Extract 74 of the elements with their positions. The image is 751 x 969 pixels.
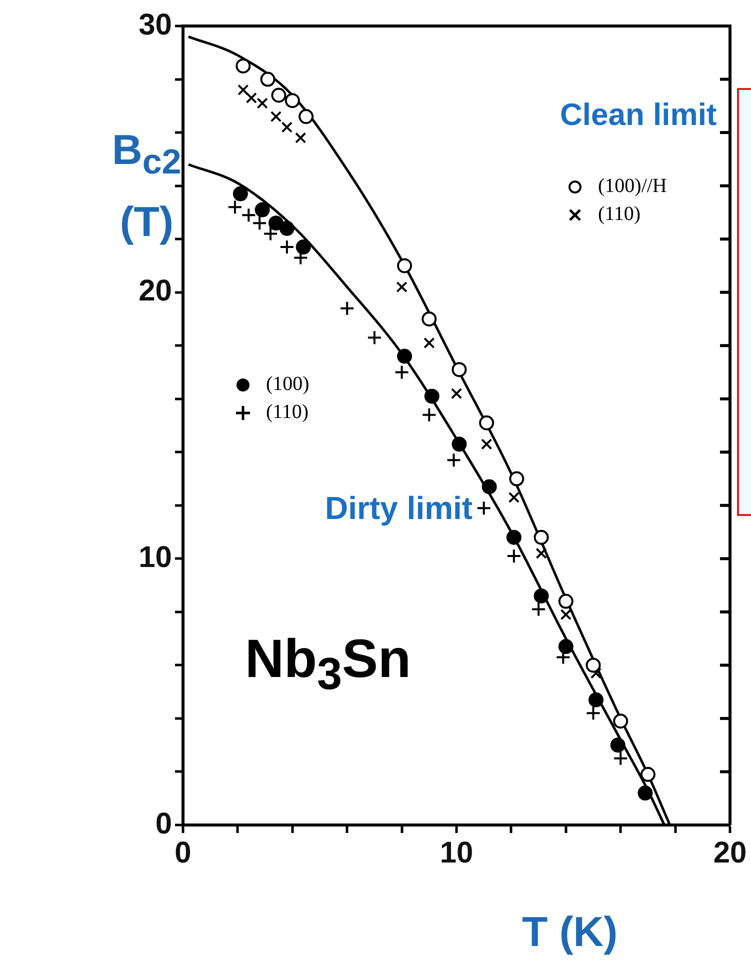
point <box>227 200 242 215</box>
point <box>241 208 256 223</box>
point <box>446 452 462 468</box>
point <box>281 122 293 133</box>
point <box>295 132 306 144</box>
point <box>586 706 601 721</box>
point <box>452 362 467 378</box>
point <box>638 786 653 801</box>
point <box>531 602 546 617</box>
point <box>534 530 549 545</box>
point <box>298 109 314 124</box>
point <box>366 330 382 346</box>
legend-label: (100) <box>266 373 310 395</box>
point <box>640 766 656 782</box>
point <box>270 110 282 122</box>
point <box>479 415 494 430</box>
y-tick-label: 0 <box>155 807 172 840</box>
point <box>586 658 601 673</box>
point <box>340 300 355 316</box>
point <box>480 438 492 450</box>
point <box>397 348 412 364</box>
point <box>422 407 437 422</box>
point <box>613 714 628 729</box>
y-tick-label: 10 <box>138 540 172 574</box>
annotation: Clean limit <box>560 97 717 133</box>
point <box>452 436 467 452</box>
legend-label: (110) <box>598 203 641 225</box>
point <box>263 226 278 242</box>
point <box>252 216 268 231</box>
point <box>238 84 249 96</box>
point <box>534 588 549 604</box>
point <box>610 738 626 753</box>
x-axis-title: T (K) <box>522 908 618 956</box>
point <box>506 548 522 564</box>
point <box>482 479 497 494</box>
point <box>279 220 294 236</box>
point <box>260 72 276 87</box>
point <box>424 388 440 404</box>
point <box>450 388 462 400</box>
point <box>256 98 268 109</box>
y-axis-title: B$_{c2}$ (T) <box>112 125 182 248</box>
legend-label: (110) <box>266 401 309 423</box>
point <box>397 258 412 274</box>
annotation: Dirty limit <box>325 490 473 527</box>
legend-label: (100)//H <box>598 175 667 197</box>
point <box>284 93 300 108</box>
point <box>558 594 574 609</box>
y-tick-label: 20 <box>138 274 172 308</box>
point <box>296 240 311 255</box>
point <box>271 88 286 103</box>
point <box>476 500 492 516</box>
annotation: Nb$_{3}$Sn <box>245 628 412 700</box>
point <box>560 609 572 620</box>
point <box>558 639 574 654</box>
x-tick-label: 10 <box>440 836 474 870</box>
point <box>508 492 520 504</box>
point <box>422 311 437 326</box>
point <box>613 750 628 766</box>
point <box>268 216 284 231</box>
point <box>394 364 410 380</box>
point <box>506 530 522 545</box>
point <box>588 692 604 708</box>
point <box>536 548 547 559</box>
point <box>232 186 248 202</box>
x-tick-label: 20 <box>713 836 747 870</box>
point <box>590 668 602 679</box>
y-tick-label: 30 <box>138 8 172 42</box>
point <box>509 471 524 486</box>
point <box>246 92 257 104</box>
point <box>236 58 251 74</box>
point <box>396 281 408 293</box>
point <box>279 240 294 255</box>
point <box>424 337 435 349</box>
point <box>254 202 270 218</box>
